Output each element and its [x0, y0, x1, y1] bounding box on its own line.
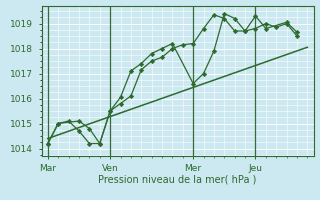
X-axis label: Pression niveau de la mer( hPa ): Pression niveau de la mer( hPa )	[99, 175, 257, 185]
